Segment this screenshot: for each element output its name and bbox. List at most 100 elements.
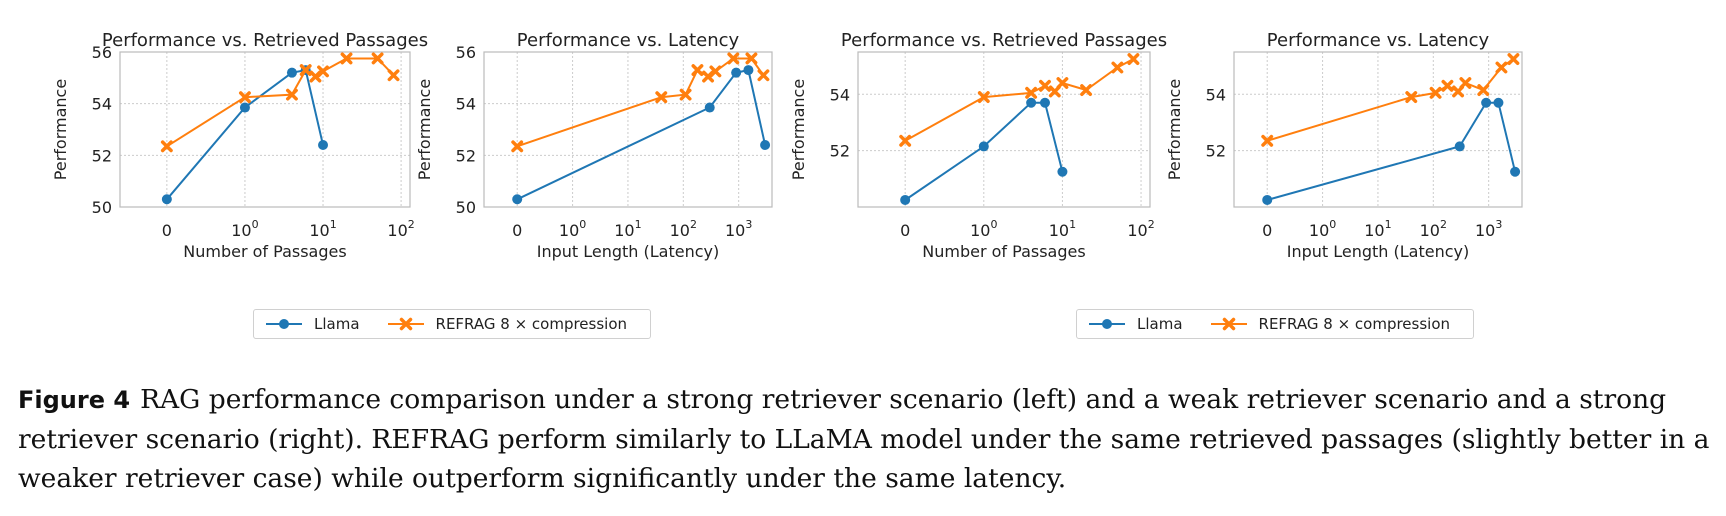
y-tick-label: 56 xyxy=(456,43,476,62)
llama-point xyxy=(239,102,250,113)
refrag-legend-marker-icon xyxy=(387,317,424,331)
charts-canvas: 0 100 101 102 50 52 54 56 Performance vs. Retrie… xyxy=(51,30,1523,261)
legend-label-llama: Llama xyxy=(1137,315,1183,333)
refrag-series-line xyxy=(1266,58,1514,142)
refrag-point xyxy=(1477,84,1490,96)
llama-point xyxy=(1039,97,1050,108)
y-tick-label: 54 xyxy=(92,95,112,114)
refrag-point xyxy=(511,140,524,153)
llama-point xyxy=(318,140,329,150)
llama-point xyxy=(978,141,989,152)
llama-point xyxy=(1510,166,1521,177)
x-tick-label: 0 xyxy=(1262,221,1272,240)
y-tick-label: 52 xyxy=(1206,142,1226,161)
refrag-series-line xyxy=(166,57,395,148)
refrag-point xyxy=(1056,77,1069,89)
y-tick-label: 54 xyxy=(830,85,850,104)
y-tick-label: 52 xyxy=(92,146,112,165)
llama-point xyxy=(704,102,715,113)
refrag-point xyxy=(757,69,770,82)
x-axis-label: Number of Passages xyxy=(183,242,346,261)
plot-frame xyxy=(119,51,411,208)
refrag-point xyxy=(1261,134,1274,147)
refrag-point xyxy=(655,91,668,104)
llama-point xyxy=(286,67,297,78)
legend-label-llama: Llama xyxy=(314,315,360,333)
refrag-legend-marker-icon xyxy=(1210,317,1247,331)
refrag-point xyxy=(1080,84,1093,96)
legend-label-refrag: REFRAG 8 × compression xyxy=(1258,315,1451,333)
legend-item-refrag: REFRAG 8 × compression xyxy=(1209,315,1450,333)
refrag-point xyxy=(977,91,990,104)
y-tick-label: 50 xyxy=(92,198,112,217)
x-tick-label: 102 xyxy=(1420,218,1447,240)
x-tick-label: 100 xyxy=(970,218,997,240)
refrag-point xyxy=(1405,91,1418,104)
chart-title: Performance vs. Retrieved Passages xyxy=(841,30,1167,51)
x-tick-label: 101 xyxy=(614,218,641,240)
refrag-point xyxy=(160,140,173,153)
refrag-point xyxy=(691,64,704,77)
refrag-point xyxy=(340,52,353,65)
y-axis-label: Performance xyxy=(789,79,808,180)
x-tick-label: 102 xyxy=(387,218,414,240)
y-axis-label: Performance xyxy=(51,79,70,180)
x-tick-label: 100 xyxy=(231,218,258,240)
refrag-point xyxy=(899,134,912,147)
refrag-point xyxy=(1025,86,1038,99)
legend-item-llama: Llama xyxy=(1087,315,1183,333)
refrag-point xyxy=(387,69,400,82)
y-tick-label: 54 xyxy=(456,95,476,114)
figure-label: Figure 4 xyxy=(18,386,131,414)
llama-point xyxy=(1057,166,1068,177)
llama-point xyxy=(512,194,523,205)
chart-panel-2: 0 100 101 102 103 50 52 54 56 Performance vs. Lat… xyxy=(415,30,773,261)
llama-point xyxy=(1026,97,1037,108)
refrag-point xyxy=(727,52,740,65)
llama-legend-marker-icon xyxy=(266,319,302,329)
refrag-point xyxy=(1127,53,1140,65)
x-tick-label: 0 xyxy=(162,221,172,240)
y-tick-label: 52 xyxy=(830,142,850,161)
chart-title: Performance vs. Retrieved Passages xyxy=(102,30,428,51)
refrag-point xyxy=(238,91,251,104)
llama-point xyxy=(900,194,911,205)
y-axis-label: Performance xyxy=(1165,79,1184,180)
y-tick-label: 52 xyxy=(456,146,476,165)
refrag-point xyxy=(745,52,758,65)
legend-item-llama: Llama xyxy=(264,315,360,333)
llama-point xyxy=(760,140,771,150)
plot-frame xyxy=(857,51,1151,208)
llama-point xyxy=(161,194,172,205)
y-tick-label: 54 xyxy=(1206,85,1226,104)
x-tick-label: 103 xyxy=(725,218,752,240)
refrag-point xyxy=(679,88,692,101)
chart-panel-3: 0 100 101 102 52 54 Performance vs. Retrieved … xyxy=(789,30,1167,261)
llama-legend-marker-icon xyxy=(1089,319,1125,329)
x-tick-label: 103 xyxy=(1475,218,1502,240)
legend-item-refrag: REFRAG 8 × compression xyxy=(386,315,627,333)
refrag-point xyxy=(1039,79,1051,92)
llama-point xyxy=(1493,97,1504,108)
llama-series-line xyxy=(516,68,767,201)
y-axis-label: Performance xyxy=(415,79,434,180)
refrag-point xyxy=(1111,61,1124,74)
refrag-point xyxy=(1441,79,1454,92)
y-tick-label: 50 xyxy=(456,198,476,217)
refrag-point xyxy=(317,65,329,78)
x-axis-label: Input Length (Latency) xyxy=(537,242,720,261)
llama-point xyxy=(1454,141,1465,152)
legend-left: Llama REFRAG 8 × compression xyxy=(253,309,651,339)
x-tick-label: 0 xyxy=(900,221,910,240)
refrag-point xyxy=(371,52,384,65)
llama-point xyxy=(1262,194,1273,205)
figure-caption: Figure 4 RAG performance comparison under… xyxy=(18,380,1718,498)
legend-right: Llama REFRAG 8 × compression xyxy=(1076,309,1474,339)
plot-frame xyxy=(1233,51,1523,208)
x-axis-label: Input Length (Latency) xyxy=(1287,242,1470,261)
x-tick-label: 101 xyxy=(1364,218,1391,240)
x-axis-label: Number of Passages xyxy=(922,242,1085,261)
refrag-point xyxy=(285,88,298,101)
chart-panel-4: 0 100 101 102 103 52 54 Performance vs. Latency… xyxy=(1165,30,1523,261)
